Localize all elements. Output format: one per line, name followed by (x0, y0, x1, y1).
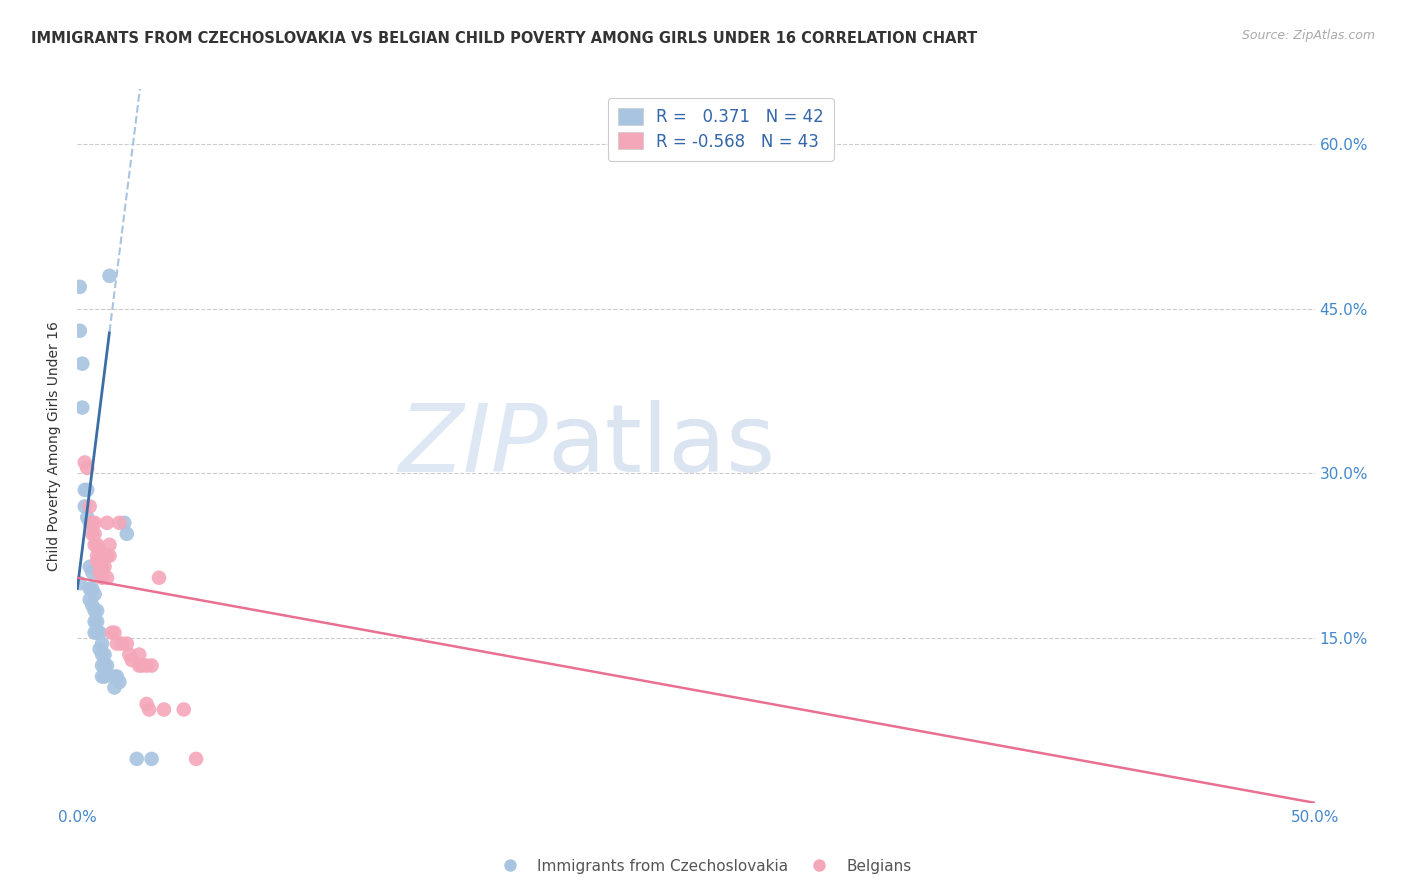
Point (89, 625, 111, 640)
Point (93, 669, 115, 683)
Point (118, 648, 141, 662)
Point (91, 549, 114, 563)
Point (135, 658, 157, 673)
Point (135, 697, 157, 711)
Point (103, 669, 125, 683)
Point (89, 566, 111, 580)
Point (148, 571, 170, 585)
Point (138, 702, 160, 716)
Point (115, 637, 138, 651)
Point (82, 526, 104, 541)
Point (128, 658, 150, 673)
Point (103, 681, 125, 695)
Point (91, 648, 114, 662)
Point (89, 554, 111, 568)
Text: IMMIGRANTS FROM CZECHOSLOVAKIA VS BELGIAN CHILD POVERTY AMONG GIRLS UNDER 16 COR: IMMIGRANTS FROM CZECHOSLOVAKIA VS BELGIA… (31, 31, 977, 46)
Point (79, 516, 101, 530)
Point (125, 752, 148, 766)
Point (82, 516, 104, 530)
Point (111, 637, 134, 651)
Point (153, 702, 176, 716)
Point (141, 752, 163, 766)
Point (82, 582, 104, 596)
Point (83, 615, 105, 629)
Text: ZIP: ZIP (398, 401, 547, 491)
Point (69, 324, 91, 338)
Point (82, 598, 104, 612)
Point (96, 571, 118, 585)
Point (91, 669, 114, 683)
Point (91, 571, 114, 585)
Point (96, 516, 118, 530)
Point (72, 401, 94, 415)
Point (98, 549, 121, 563)
Point (96, 549, 118, 563)
Point (83, 587, 105, 601)
Point (73, 483, 96, 497)
Point (79, 559, 101, 574)
Legend: Immigrants from Czechoslovakia, Belgians: Immigrants from Czechoslovakia, Belgians (488, 853, 918, 880)
Point (83, 516, 105, 530)
Point (79, 592, 101, 607)
Point (73, 500, 96, 514)
Point (141, 658, 163, 673)
Point (83, 625, 105, 640)
Point (121, 653, 143, 667)
Point (105, 637, 128, 651)
Point (128, 648, 150, 662)
Text: atlas: atlas (547, 400, 776, 492)
Point (79, 582, 101, 596)
Point (86, 549, 108, 563)
Point (69, 576, 91, 591)
Point (91, 658, 114, 673)
Text: Source: ZipAtlas.com: Source: ZipAtlas.com (1241, 29, 1375, 42)
Point (86, 615, 108, 629)
Point (105, 669, 128, 683)
Point (86, 604, 108, 618)
Y-axis label: Child Poverty Among Girls Under 16: Child Poverty Among Girls Under 16 (48, 321, 62, 571)
Point (91, 559, 114, 574)
Point (96, 658, 118, 673)
Point (98, 538, 121, 552)
Point (115, 526, 138, 541)
Point (76, 510, 98, 524)
Point (89, 642, 111, 657)
Point (93, 648, 115, 662)
Point (108, 516, 131, 530)
Point (98, 268, 121, 283)
Point (173, 702, 195, 716)
Point (82, 566, 104, 580)
Point (73, 455, 96, 469)
Point (83, 604, 105, 618)
Point (93, 658, 115, 673)
Point (76, 483, 98, 497)
Point (112, 516, 135, 530)
Point (83, 526, 105, 541)
Point (79, 500, 101, 514)
Point (69, 280, 91, 294)
Point (76, 461, 98, 475)
Point (83, 538, 105, 552)
Point (86, 554, 108, 568)
Point (108, 675, 131, 690)
Legend: R =   0.371   N = 42, R = -0.568   N = 43: R = 0.371 N = 42, R = -0.568 N = 43 (607, 97, 834, 161)
Point (184, 752, 207, 766)
Point (72, 357, 94, 371)
Point (91, 637, 114, 651)
Point (86, 538, 108, 552)
Point (103, 625, 125, 640)
Point (131, 658, 153, 673)
Point (93, 559, 115, 574)
Point (93, 549, 115, 563)
Point (86, 625, 108, 640)
Point (101, 625, 124, 640)
Point (89, 543, 111, 558)
